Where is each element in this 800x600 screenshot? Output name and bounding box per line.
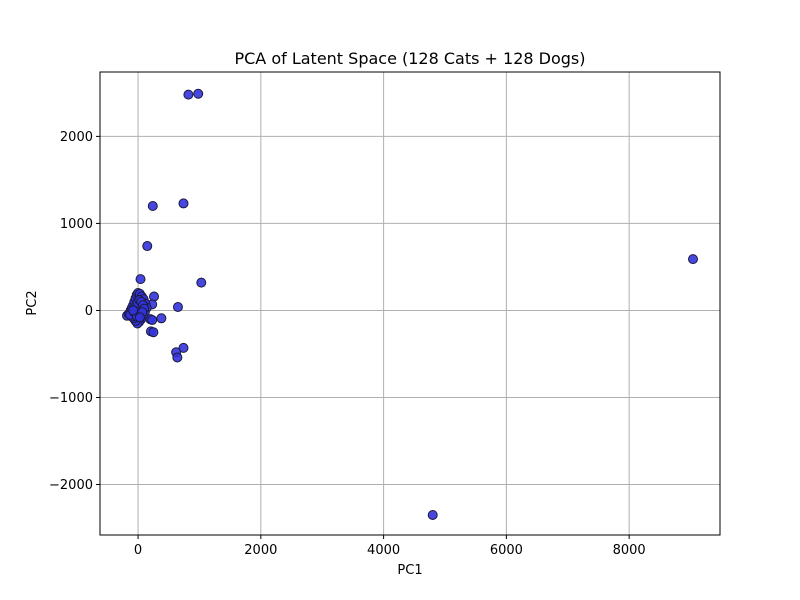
data-point <box>135 274 146 285</box>
data-point <box>196 277 207 288</box>
y-tick-label: −2000 <box>49 478 93 493</box>
plot-frame <box>99 71 721 536</box>
y-tick-label: 0 <box>85 304 93 319</box>
data-point <box>193 88 204 99</box>
data-point <box>147 201 158 212</box>
axis-ticks: 0 2000 4000 6000 8000 −2000 −1000 0 1000 2000 <box>49 130 646 558</box>
data-point <box>178 198 189 209</box>
y-tick-label: 1000 <box>60 217 93 232</box>
x-tick-label: 4000 <box>367 543 400 558</box>
x-tick-label: 2000 <box>244 543 277 558</box>
data-point <box>172 301 183 312</box>
x-axis-label: PC1 <box>397 563 422 578</box>
data-point <box>687 254 698 265</box>
y-axis-label: PC2 <box>25 290 40 315</box>
data-point <box>427 509 438 520</box>
x-tick-label: 6000 <box>490 543 523 558</box>
chart-title: PCA of Latent Space (128 Cats + 128 Dogs… <box>234 49 585 68</box>
data-point <box>147 315 158 326</box>
grid-lines <box>100 72 720 535</box>
data-points <box>122 88 698 520</box>
y-tick-label: 2000 <box>60 130 93 145</box>
data-point <box>178 342 189 353</box>
data-point <box>142 241 153 252</box>
x-tick-label: 0 <box>134 543 142 558</box>
data-point <box>183 89 194 100</box>
data-point <box>134 312 145 323</box>
x-tick-label: 8000 <box>613 543 646 558</box>
data-point <box>148 327 159 338</box>
data-point <box>128 305 139 316</box>
data-point <box>172 352 183 363</box>
data-point <box>156 313 167 324</box>
y-tick-label: −1000 <box>49 391 93 406</box>
